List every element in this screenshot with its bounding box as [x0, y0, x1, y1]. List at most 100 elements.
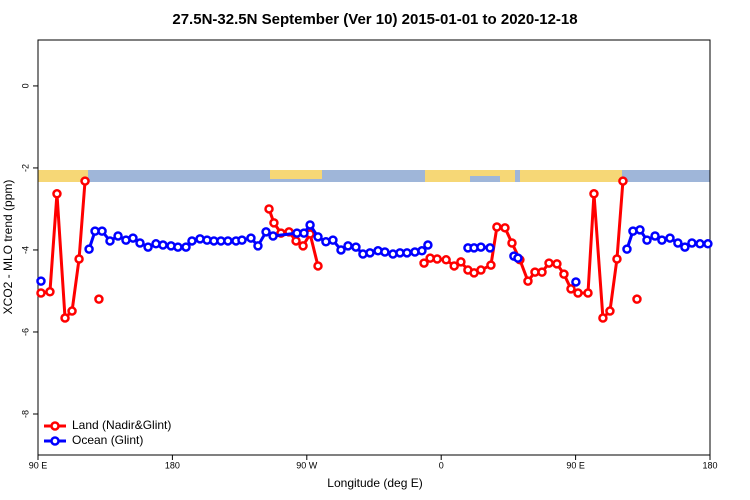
point	[269, 218, 279, 228]
point	[105, 236, 115, 246]
point	[703, 239, 713, 249]
point	[246, 233, 256, 243]
point	[173, 242, 183, 252]
point	[486, 260, 496, 270]
point	[80, 176, 90, 186]
chart-title: 27.5N-32.5N September (Ver 10) 2015-01-0…	[172, 11, 577, 28]
point	[552, 259, 562, 269]
point	[618, 176, 628, 186]
point	[343, 241, 353, 251]
point	[423, 240, 433, 250]
x-tick-label: 90 E	[566, 460, 585, 470]
point	[158, 240, 168, 250]
y-tick-label: -8	[20, 410, 30, 418]
point	[402, 248, 412, 258]
point	[291, 236, 301, 246]
point	[432, 254, 442, 264]
x-tick-label: 90 E	[29, 460, 48, 470]
point	[657, 235, 667, 245]
point	[135, 238, 145, 248]
point	[299, 228, 309, 238]
point	[328, 235, 338, 245]
point	[583, 288, 593, 298]
y-axis-label: XCO2 - MLO trend (ppm)	[1, 180, 15, 315]
point	[523, 276, 533, 286]
point	[513, 253, 523, 263]
point	[223, 236, 233, 246]
point	[351, 242, 361, 252]
point	[94, 294, 104, 304]
point	[264, 204, 274, 214]
point	[113, 231, 123, 241]
point	[571, 277, 581, 287]
point	[635, 225, 645, 235]
point	[237, 235, 247, 245]
point	[143, 242, 153, 252]
point	[298, 241, 308, 251]
point	[485, 243, 495, 253]
point	[336, 245, 346, 255]
point	[52, 189, 62, 199]
point	[566, 284, 576, 294]
point	[380, 247, 390, 257]
point	[36, 276, 46, 286]
point	[695, 239, 705, 249]
point	[97, 226, 107, 236]
point	[573, 288, 583, 298]
point	[449, 261, 459, 271]
point	[673, 238, 683, 248]
point	[622, 244, 632, 254]
point	[598, 313, 608, 323]
legend-box	[42, 417, 184, 451]
y-tick-label: 0	[20, 83, 30, 88]
point	[605, 306, 615, 316]
y-tick-label: -4	[20, 246, 30, 254]
legend-label: Ocean (Glint)	[72, 433, 143, 447]
point	[476, 265, 486, 275]
point	[589, 189, 599, 199]
legend-marker	[50, 421, 60, 431]
point	[128, 233, 138, 243]
point	[313, 232, 323, 242]
point	[650, 231, 660, 241]
point	[45, 287, 55, 297]
legend-label: Land (Nadir&Glint)	[72, 418, 171, 432]
point	[419, 258, 429, 268]
point	[305, 220, 315, 230]
point	[268, 231, 278, 241]
point	[537, 267, 547, 277]
point	[74, 254, 84, 264]
point	[60, 313, 70, 323]
x-tick-label: 180	[165, 460, 180, 470]
point	[313, 261, 323, 271]
point	[181, 242, 191, 252]
x-tick-label: 180	[702, 460, 717, 470]
point	[417, 246, 427, 256]
y-tick-label: -6	[20, 328, 30, 336]
map-strip	[38, 170, 710, 182]
point	[544, 258, 554, 268]
point	[665, 233, 675, 243]
point	[36, 288, 46, 298]
point	[680, 242, 690, 252]
point	[84, 244, 94, 254]
point	[261, 227, 271, 237]
point	[687, 238, 697, 248]
point	[476, 242, 486, 252]
legend-marker	[50, 436, 60, 446]
x-axis-label: Longitude (deg E)	[327, 476, 422, 490]
y-tick-label: -2	[20, 164, 30, 172]
point	[253, 241, 263, 251]
point	[500, 223, 510, 233]
point	[559, 269, 569, 279]
point	[187, 236, 197, 246]
point	[456, 257, 466, 267]
point	[67, 306, 77, 316]
point	[612, 254, 622, 264]
point	[365, 248, 375, 258]
point	[642, 235, 652, 245]
x-tick-label: 0	[439, 460, 444, 470]
point	[632, 294, 642, 304]
x-tick-label: 90 W	[296, 460, 318, 470]
